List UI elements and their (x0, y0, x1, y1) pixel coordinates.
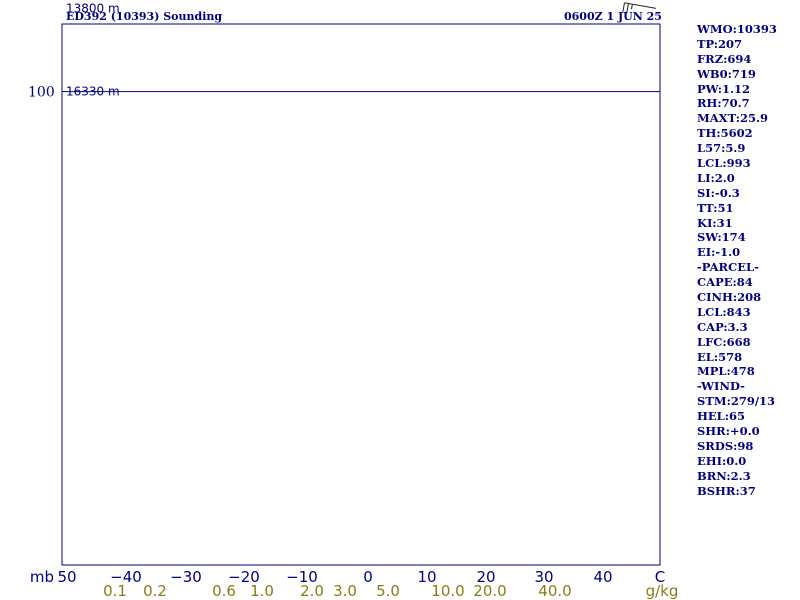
index-item: FRZ:694 (697, 51, 752, 66)
index-item: TT:51 (697, 200, 734, 215)
plot-frame (61, 23, 661, 566)
index-item: BSHR:37 (697, 483, 756, 498)
station-title: ED392 (10393) Sounding (66, 10, 222, 23)
index-item: SRDS:98 (697, 438, 754, 453)
temperature-tick-label: 50 (57, 568, 76, 586)
height-label: 13800 m (66, 1, 120, 15)
wind-barb-feather (622, 2, 625, 13)
pressure-unit-label: mb (30, 568, 54, 586)
temperature-tick-label: C (655, 568, 665, 586)
index-item: TH:5602 (697, 126, 753, 141)
mixing-ratio-tick-label: 0.2 (143, 582, 167, 600)
temperature-tick-label: 40 (593, 568, 612, 586)
mixing-ratio-tick-label: 2.0 (300, 582, 324, 600)
temperature-tick-label: −40 (110, 568, 142, 586)
index-item: STM:279/13 (697, 394, 776, 409)
index-item: WMO:10393 (697, 22, 777, 36)
mixing-ratio-tick-label: 1.0 (250, 582, 274, 600)
index-item: LI:2.0 (697, 170, 735, 185)
index-item: KI:31 (697, 215, 733, 230)
mixing-ratio-tick-label: 5.0 (376, 582, 400, 600)
index-item: TP:207 (697, 36, 743, 51)
wind-barb (622, 2, 657, 14)
index-item: LFC:668 (697, 334, 751, 349)
index-item: SW:174 (697, 230, 746, 245)
temperature-tick-label: 30 (534, 568, 553, 586)
index-item: BRN:2.3 (697, 468, 751, 483)
index-item: EI:-1.0 (697, 245, 741, 260)
temperature-tick-label: 0 (363, 568, 373, 586)
wind-barb-feather (626, 3, 629, 14)
temperature-tick-label: −20 (228, 568, 260, 586)
mixing-ratio-tick-label: 10.0 (431, 582, 464, 600)
temperature-tick-label: −30 (170, 568, 202, 586)
index-item: HEL:65 (697, 409, 745, 424)
index-item: -PARCEL- (697, 260, 759, 275)
mixing-ratio-tick-label: g/kg (646, 582, 679, 600)
mixing-ratio-tick-label: 3.0 (333, 582, 357, 600)
index-item: WB0:719 (697, 66, 756, 81)
index-item: PW:1.12 (697, 81, 751, 96)
wind-barb-feather (631, 4, 633, 10)
index-item: CINH:208 (697, 290, 762, 305)
index-item: MAXT:25.9 (697, 111, 768, 126)
mixing-ratio-tick-label: 0.6 (212, 582, 236, 600)
temperature-tick-label: −10 (286, 568, 318, 586)
mixing-ratio-tick-label: 0.1 (103, 582, 127, 600)
mixing-ratio-tick-label: 20.0 (473, 582, 506, 600)
temperature-tick-label: 20 (476, 568, 495, 586)
index-item: RH:70.7 (697, 96, 750, 111)
index-item: LCL:843 (697, 304, 751, 319)
index-item: CAP:3.3 (697, 319, 748, 334)
index-item: EHI:0.0 (697, 453, 747, 468)
valid-time: 0600Z 1 JUN 25 (564, 10, 662, 23)
stability-indices-list: WMO:10393 TP:207 FRZ:694 WB0:719 PW:1.12 RH:7… (697, 22, 777, 499)
background-grid (62, 91, 660, 93)
index-item: -WIND- (697, 379, 745, 394)
index-item: SHR:+0.0 (697, 424, 760, 439)
index-item: LCL:993 (697, 156, 751, 171)
height-label: 16330 m (66, 85, 120, 99)
pressure-tick-label: 100 (28, 85, 55, 101)
index-item: L57:5.9 (697, 141, 746, 156)
index-item: CAPE:84 (697, 275, 753, 290)
temperature-tick-label: 10 (417, 568, 436, 586)
index-item: MPL:478 (697, 364, 755, 379)
axis-labels: 100200300400500600700800900100016330 m13… (28, 1, 679, 600)
index-item: EL:578 (697, 349, 743, 364)
wind-barb-staff (624, 2, 657, 9)
mixing-ratio-tick-label: 40.0 (538, 582, 571, 600)
wind-barb-column (622, 2, 657, 14)
index-item: SI:-0.3 (697, 185, 740, 200)
